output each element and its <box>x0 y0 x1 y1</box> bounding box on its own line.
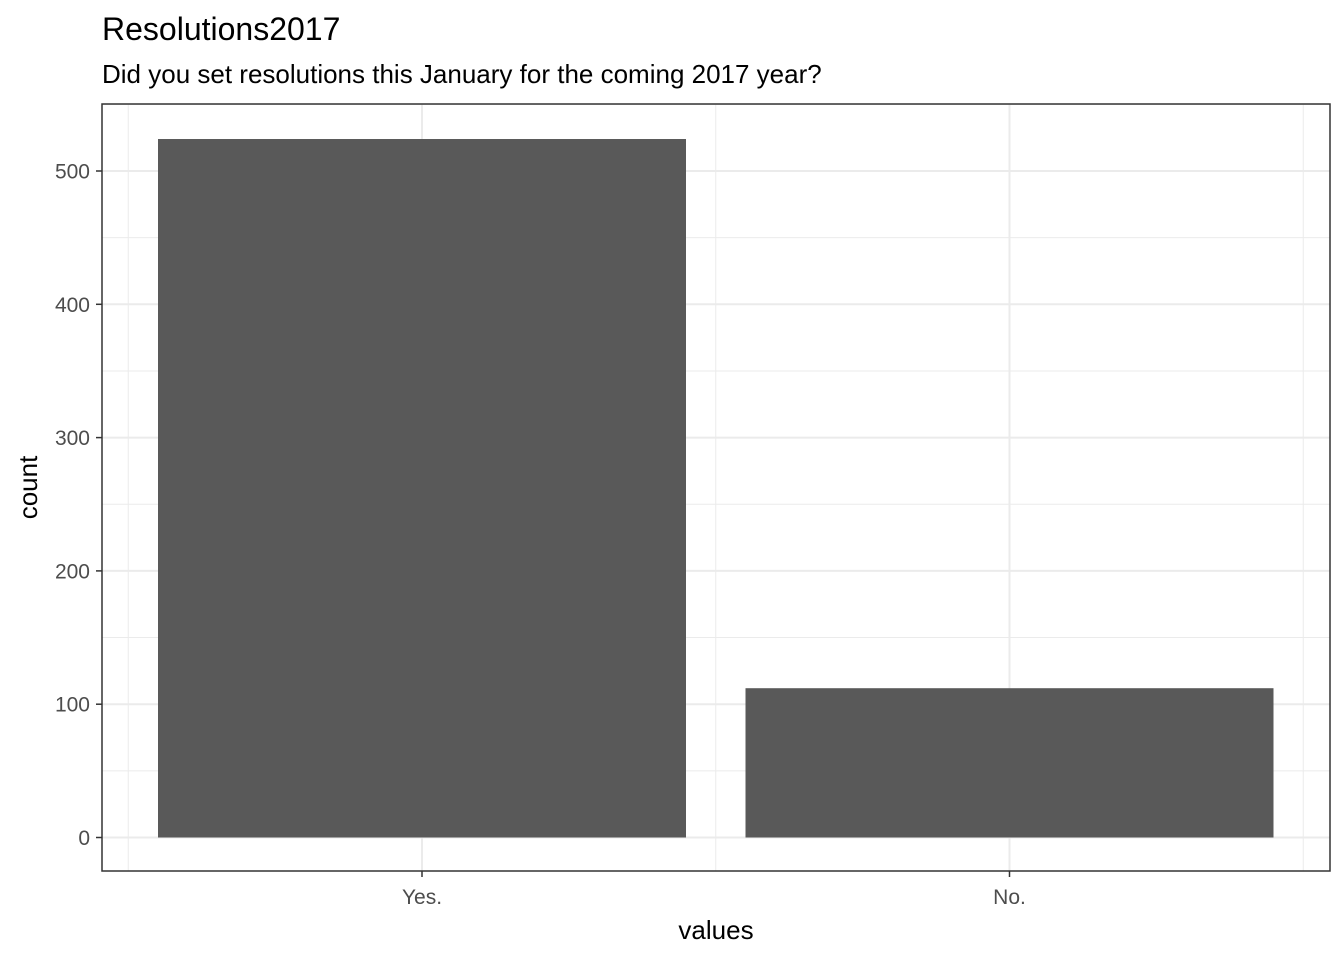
y-tick-label: 400 <box>55 294 90 317</box>
axes: 0 100 200 300 400 500 Yes. No. <box>55 161 1026 910</box>
x-tick-label: No. <box>993 886 1026 909</box>
chart-subtitle: Did you set resolutions this January for… <box>102 59 822 89</box>
y-tick-label: 300 <box>55 427 90 450</box>
chart-title: Resolutions2017 <box>102 11 340 47</box>
bar-no <box>745 688 1274 838</box>
x-tick-label: Yes. <box>402 886 442 909</box>
y-tick-label: 0 <box>78 827 90 850</box>
y-axis-title: count <box>13 455 43 519</box>
y-tick-label: 100 <box>55 694 90 717</box>
panel-border <box>101 103 1331 872</box>
y-tick-label: 500 <box>55 161 90 184</box>
bars <box>158 139 1274 838</box>
y-tick-label: 200 <box>55 560 90 583</box>
x-axis-title: values <box>678 915 753 945</box>
bar-yes <box>158 139 686 838</box>
